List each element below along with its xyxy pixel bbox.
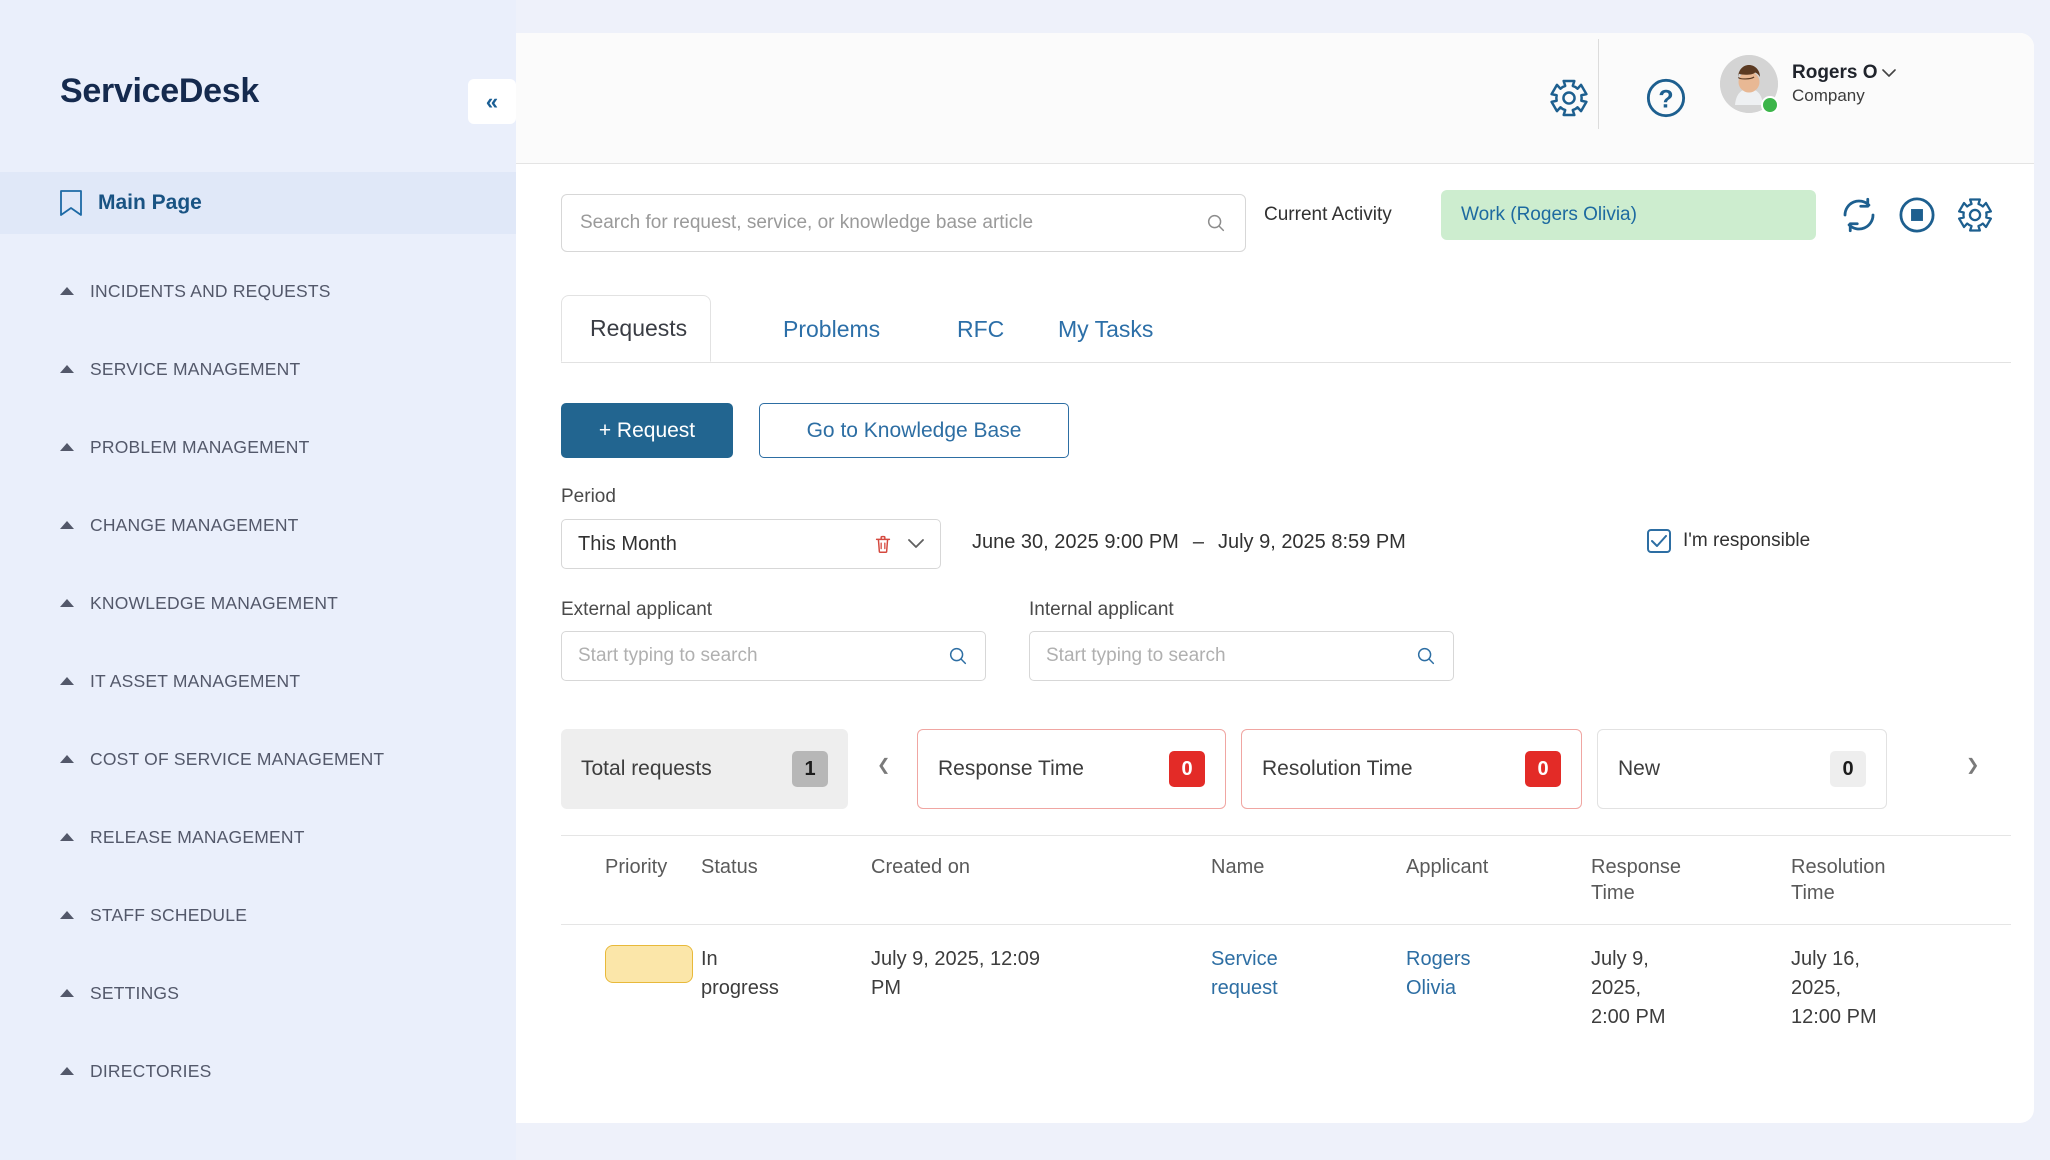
svg-text:?: ? [1658,86,1673,114]
